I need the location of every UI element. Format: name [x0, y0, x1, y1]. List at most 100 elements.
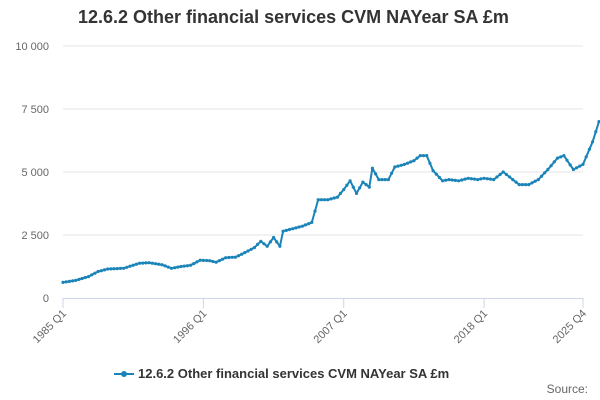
data-point[interactable] — [102, 268, 107, 272]
data-point[interactable] — [581, 162, 585, 166]
data-point[interactable] — [205, 258, 209, 263]
data-point[interactable] — [390, 171, 394, 175]
data-point[interactable] — [173, 266, 177, 270]
data-point[interactable] — [329, 197, 333, 201]
data-point[interactable] — [313, 209, 317, 213]
data-point[interactable] — [134, 262, 138, 266]
data-point[interactable] — [441, 179, 445, 183]
data-point[interactable] — [495, 175, 499, 179]
data-point[interactable] — [472, 177, 477, 181]
data-point[interactable] — [307, 222, 311, 226]
data-point[interactable] — [208, 259, 212, 263]
data-point[interactable] — [546, 167, 550, 172]
data-point[interactable] — [300, 224, 304, 228]
data-point[interactable] — [479, 177, 483, 181]
data-point[interactable] — [227, 255, 231, 260]
data-point[interactable] — [533, 179, 537, 183]
data-point[interactable] — [249, 247, 253, 251]
data-point[interactable] — [335, 195, 339, 199]
data-point[interactable] — [386, 178, 390, 182]
data-point[interactable] — [131, 263, 135, 267]
data-point[interactable] — [358, 186, 362, 190]
data-point[interactable] — [176, 265, 180, 269]
data-point[interactable] — [539, 174, 544, 178]
data-point[interactable] — [370, 166, 374, 170]
data-point[interactable] — [402, 162, 406, 166]
data-point[interactable] — [192, 262, 196, 266]
data-point[interactable] — [488, 177, 493, 181]
data-point[interactable] — [281, 229, 285, 233]
data-point[interactable] — [147, 261, 151, 265]
data-point[interactable] — [431, 169, 435, 173]
data-point[interactable] — [524, 183, 528, 187]
data-point[interactable] — [412, 159, 416, 163]
data-point[interactable] — [185, 264, 189, 268]
data-point[interactable] — [444, 178, 448, 182]
data-point[interactable] — [278, 244, 282, 248]
data-point[interactable] — [240, 252, 244, 256]
data-point[interactable] — [115, 267, 119, 271]
data-point[interactable] — [246, 249, 250, 253]
data-point[interactable] — [597, 120, 600, 124]
data-point[interactable] — [252, 246, 256, 250]
data-point[interactable] — [83, 275, 87, 280]
data-point[interactable] — [591, 140, 595, 144]
data-point[interactable] — [233, 255, 237, 259]
data-point[interactable] — [354, 191, 359, 195]
data-point[interactable] — [578, 164, 582, 168]
data-point[interactable] — [559, 155, 563, 159]
legend[interactable]: 12.6.2 Other financial services CVM NAYe… — [114, 366, 449, 381]
data-point[interactable] — [498, 172, 502, 177]
data-point[interactable] — [562, 154, 566, 158]
data-point[interactable] — [501, 170, 505, 174]
data-point[interactable] — [64, 280, 68, 284]
data-point[interactable] — [543, 171, 547, 175]
data-point[interactable] — [345, 183, 349, 187]
data-point[interactable] — [434, 172, 438, 176]
data-point[interactable] — [128, 264, 132, 268]
data-point[interactable] — [421, 154, 426, 158]
data-point[interactable] — [594, 130, 598, 134]
data-point[interactable] — [179, 264, 183, 269]
data-point[interactable] — [182, 264, 186, 268]
data-point[interactable] — [224, 256, 228, 260]
data-point[interactable] — [584, 155, 588, 159]
data-point[interactable] — [160, 263, 164, 267]
data-point[interactable] — [153, 262, 158, 266]
data-point[interactable] — [425, 154, 429, 158]
data-point[interactable] — [460, 178, 464, 182]
data-point[interactable] — [374, 172, 378, 176]
data-point[interactable] — [319, 198, 323, 202]
data-point[interactable] — [272, 235, 276, 240]
data-point[interactable] — [405, 161, 410, 165]
data-point[interactable] — [520, 183, 525, 187]
data-point[interactable] — [332, 196, 336, 200]
data-point[interactable] — [236, 254, 241, 258]
data-point[interactable] — [517, 183, 521, 187]
data-point[interactable] — [96, 269, 100, 274]
data-point[interactable] — [93, 271, 97, 275]
data-point[interactable] — [514, 180, 518, 184]
data-point[interactable] — [150, 261, 154, 265]
data-point[interactable] — [109, 267, 113, 271]
data-point[interactable] — [469, 177, 473, 181]
data-point[interactable] — [476, 178, 480, 182]
data-point[interactable] — [361, 180, 365, 184]
data-point[interactable] — [303, 223, 308, 227]
data-point[interactable] — [217, 259, 221, 263]
data-point[interactable] — [466, 176, 470, 180]
data-point[interactable] — [297, 225, 301, 229]
data-point[interactable] — [138, 261, 142, 265]
data-point[interactable] — [163, 264, 167, 268]
data-point[interactable] — [259, 239, 263, 243]
data-point[interactable] — [351, 185, 355, 189]
data-point[interactable] — [141, 261, 145, 265]
data-point[interactable] — [198, 258, 202, 262]
data-point[interactable] — [144, 261, 148, 265]
data-point[interactable] — [99, 269, 103, 273]
data-point[interactable] — [549, 164, 553, 168]
data-point[interactable] — [166, 265, 170, 269]
data-point[interactable] — [504, 172, 508, 177]
data-point[interactable] — [275, 240, 279, 244]
data-point[interactable] — [348, 179, 352, 183]
